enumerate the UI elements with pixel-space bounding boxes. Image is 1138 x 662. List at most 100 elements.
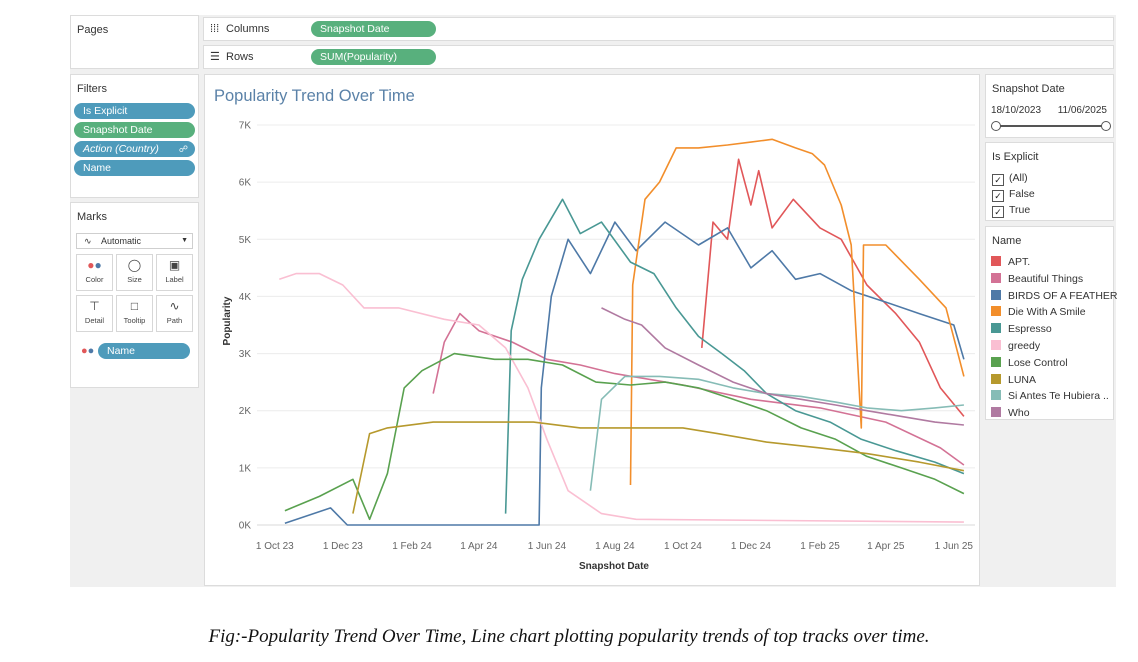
explicit-option-false[interactable]: ✓ False bbox=[992, 187, 1035, 202]
snapshot-date-filter-card: Snapshot Date 18/10/2023 11/06/2025 bbox=[985, 74, 1114, 138]
columns-icon: ⁞⁞⁞ bbox=[210, 23, 220, 35]
checkbox-checked-icon[interactable]: ✓ bbox=[992, 174, 1004, 186]
legend-label: greedy bbox=[1008, 340, 1041, 352]
y-axis: 0K 1K 2K 3K 4K 5K 6K 7K bbox=[239, 121, 252, 532]
x-tick-label: 1 Dec 24 bbox=[731, 541, 771, 552]
legend-label: LUNA bbox=[1008, 373, 1037, 386]
snapshot-date-filter-title: Snapshot Date bbox=[992, 83, 1065, 95]
filter-pill-name[interactable]: Name bbox=[74, 160, 195, 176]
date-range-end: 11/06/2025 bbox=[1057, 105, 1107, 116]
x-tick-label: 1 Jun 24 bbox=[528, 541, 567, 552]
legend-swatch bbox=[991, 356, 1001, 367]
y-tick-label: 4K bbox=[239, 292, 252, 303]
explicit-option-label: False bbox=[1009, 188, 1035, 200]
checkbox-checked-icon[interactable]: ✓ bbox=[992, 190, 1004, 202]
legend-item[interactable]: Die With A Smile bbox=[991, 305, 1086, 319]
legend-item[interactable]: Lose Control bbox=[991, 356, 1068, 370]
marks-color-label: Color bbox=[85, 275, 104, 284]
legend-swatch bbox=[991, 256, 1001, 266]
legend-item[interactable]: Espresso bbox=[991, 322, 1052, 336]
series-line bbox=[432, 312, 965, 466]
rows-icon: ☰ bbox=[210, 51, 220, 63]
columns-shelf[interactable]: ⁞⁞⁞ Columns Snapshot Date bbox=[203, 17, 1114, 41]
legend-item[interactable]: Si Antes Te Hubiera .. bbox=[991, 389, 1109, 403]
detail-icon: ⊤ bbox=[89, 299, 100, 313]
filters-title: Filters bbox=[77, 83, 107, 95]
legend-item[interactable]: APT. bbox=[991, 255, 1030, 269]
filter-pill-action-country-label: Action (Country) bbox=[83, 143, 159, 155]
line-mark-icon: ∿ bbox=[84, 236, 92, 246]
x-tick-label: 1 Feb 25 bbox=[800, 541, 840, 552]
path-icon: ∿ bbox=[169, 299, 180, 313]
y-tick-label: 0K bbox=[239, 521, 252, 532]
series-line bbox=[504, 198, 965, 514]
legend-title: Name bbox=[992, 235, 1022, 247]
legend-label: BIRDS OF A FEATHER bbox=[1008, 289, 1118, 302]
date-range-start-handle[interactable] bbox=[991, 121, 1001, 131]
marks-size-button[interactable]: ◯ Size bbox=[116, 254, 153, 291]
y-tick-label: 2K bbox=[239, 406, 252, 417]
x-tick-label: 1 Dec 23 bbox=[323, 541, 363, 552]
series-line bbox=[284, 352, 965, 521]
checkbox-checked-icon[interactable]: ✓ bbox=[992, 206, 1004, 218]
legend-label: APT. bbox=[1008, 256, 1031, 268]
filters-card: Filters Is Explicit Snapshot Date Action… bbox=[70, 74, 199, 198]
filter-pill-is-explicit[interactable]: Is Explicit bbox=[74, 103, 195, 119]
label-icon: ▣ bbox=[168, 258, 181, 272]
chart-card: Popularity Trend Over Time 0K 1K 2K 3K 4K 5K 6… bbox=[204, 74, 980, 586]
is-explicit-filter-title: Is Explicit bbox=[992, 151, 1039, 163]
marks-field-pill-name[interactable]: Name bbox=[98, 343, 190, 359]
filter-pill-action-country[interactable]: Action (Country) ☍ bbox=[74, 141, 195, 157]
legend-label: Espresso bbox=[1008, 323, 1052, 336]
x-axis: 1 Oct 23 1 Dec 23 1 Feb 24 1 Apr 24 1 Jun 24… bbox=[256, 541, 973, 552]
y-tick-label: 5K bbox=[239, 235, 252, 246]
name-legend-card: Name APT. Beautiful Things BIRDS OF A FEAT… bbox=[985, 226, 1118, 420]
legend-item[interactable]: Beautiful Things bbox=[991, 272, 1083, 286]
x-tick-label: 1 Apr 24 bbox=[460, 541, 498, 552]
mark-type-value: Automatic bbox=[101, 236, 142, 246]
explicit-option-all[interactable]: ✓ (All) bbox=[992, 171, 1028, 186]
legend-item[interactable]: Who bbox=[991, 406, 1030, 420]
date-range-track[interactable] bbox=[995, 125, 1105, 127]
y-axis-label: Popularity bbox=[222, 296, 233, 345]
legend-swatch bbox=[991, 407, 1001, 418]
legend-item[interactable]: BIRDS OF A FEATHER bbox=[991, 289, 1118, 303]
x-axis-label: Snapshot Date bbox=[579, 561, 649, 572]
date-range-end-handle[interactable] bbox=[1101, 121, 1111, 131]
line-chart: Popularity Trend Over Time 0K 1K 2K 3K 4K 5K 6… bbox=[214, 87, 975, 572]
legend-swatch bbox=[991, 272, 1001, 283]
mark-type-dropdown[interactable]: ∿ Automatic ▼ bbox=[76, 233, 193, 249]
marks-path-label: Path bbox=[166, 316, 183, 325]
marks-path-button[interactable]: ∿ Path bbox=[156, 295, 193, 332]
x-tick-label: 1 Aug 24 bbox=[595, 541, 635, 552]
chart-title: Popularity Trend Over Time bbox=[214, 87, 415, 105]
explicit-option-label: (All) bbox=[1009, 172, 1028, 184]
pages-card[interactable]: Pages bbox=[70, 15, 199, 69]
y-tick-label: 1K bbox=[239, 463, 252, 474]
rows-pill-popularity[interactable]: SUM(Popularity) bbox=[311, 49, 436, 65]
figure-caption: Fig:-Popularity Trend Over Time, Line ch… bbox=[208, 626, 930, 647]
x-tick-label: 1 Feb 24 bbox=[392, 541, 432, 552]
legend-label: Si Antes Te Hubiera .. bbox=[1008, 390, 1109, 403]
rows-shelf[interactable]: ☰ Rows SUM(Popularity) bbox=[203, 45, 1114, 69]
marks-label-button[interactable]: ▣ Label bbox=[156, 254, 193, 291]
legend-label: Who bbox=[1008, 407, 1030, 420]
filter-pill-snapshot-date[interactable]: Snapshot Date bbox=[74, 122, 195, 138]
series-line bbox=[352, 421, 965, 514]
marks-detail-button[interactable]: ⊤ Detail bbox=[76, 295, 113, 332]
marks-color-button[interactable]: ●● Color bbox=[76, 254, 113, 291]
legend-item[interactable]: LUNA bbox=[991, 373, 1036, 387]
x-tick-label: 1 Oct 24 bbox=[664, 541, 702, 552]
legend-label: Die With A Smile bbox=[1008, 306, 1086, 319]
series-line bbox=[589, 375, 964, 491]
marks-detail-label: Detail bbox=[84, 316, 105, 325]
explicit-option-label: True bbox=[1009, 204, 1031, 216]
marks-tooltip-button[interactable]: □ Tooltip bbox=[116, 295, 153, 332]
legend-swatch bbox=[991, 323, 1001, 334]
legend-item[interactable]: greedy bbox=[991, 339, 1040, 353]
x-tick-label: 1 Oct 23 bbox=[256, 541, 294, 552]
columns-pill-snapshot-date[interactable]: Snapshot Date bbox=[311, 21, 436, 37]
legend-swatch bbox=[991, 373, 1001, 384]
pages-title: Pages bbox=[77, 24, 109, 36]
explicit-option-true[interactable]: ✓ True bbox=[992, 203, 1031, 218]
